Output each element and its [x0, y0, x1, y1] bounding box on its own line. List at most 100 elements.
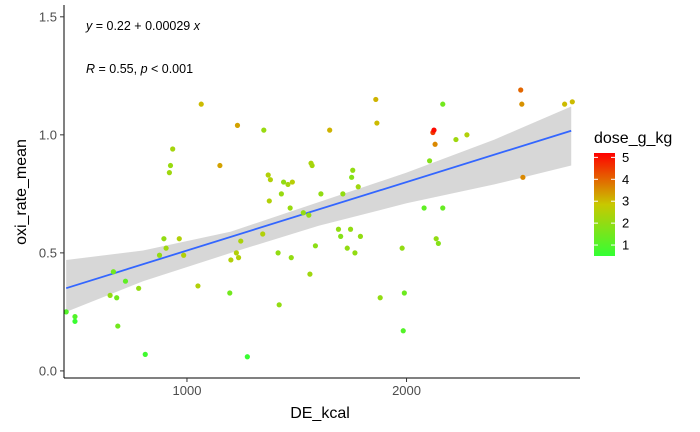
data-point	[276, 302, 282, 308]
x-axis-title: DE_kcal	[290, 405, 350, 422]
data-point	[350, 167, 356, 173]
data-point	[338, 233, 344, 239]
data-point	[176, 236, 182, 242]
data-point	[167, 162, 174, 169]
data-point	[421, 205, 427, 211]
data-point	[244, 354, 250, 360]
data-point	[519, 101, 525, 107]
data-point	[72, 314, 78, 320]
data-point	[267, 177, 273, 183]
data-point	[374, 120, 380, 126]
data-point	[401, 290, 407, 296]
data-point	[238, 238, 244, 244]
data-point	[431, 127, 437, 133]
data-point	[136, 285, 142, 291]
data-point	[114, 295, 120, 301]
x-tick-label: 1000	[173, 383, 202, 398]
data-point	[156, 252, 163, 258]
y-tick-label: 0.5	[39, 245, 57, 260]
data-point	[569, 99, 575, 105]
legend-tick-label: 4	[622, 172, 629, 187]
data-point	[518, 87, 524, 93]
data-point	[166, 170, 172, 176]
legend-tick-label: 3	[622, 194, 629, 209]
data-point	[161, 236, 167, 242]
data-point	[432, 141, 438, 147]
data-point	[400, 328, 406, 334]
data-point	[440, 205, 446, 211]
data-point	[309, 162, 315, 169]
axes	[63, 5, 580, 379]
data-point	[181, 252, 187, 258]
data-point	[440, 101, 446, 107]
data-point	[464, 132, 470, 138]
data-point	[349, 174, 355, 180]
data-point	[377, 295, 383, 301]
data-point	[195, 283, 201, 289]
equation-annotation: y = 0.22 + 0.00029 x	[85, 19, 201, 33]
regression-line	[65, 129, 572, 290]
data-point	[266, 198, 272, 204]
y-tick-label: 0.0	[39, 363, 57, 378]
legend-tick-label: 5	[622, 150, 629, 165]
color-legend: dose_g_kg 1 2 3 4 5	[594, 130, 672, 256]
data-point	[307, 271, 313, 277]
data-point	[170, 146, 176, 152]
legend-ticks: 1 2 3 4 5	[594, 150, 629, 253]
y-axis-title: oxi_rate_mean	[13, 139, 30, 245]
data-point	[287, 205, 293, 211]
data-point	[352, 250, 358, 256]
data-point	[235, 255, 242, 261]
data-point	[217, 162, 223, 169]
legend-title: dose_g_kg	[594, 130, 672, 147]
legend-colorbar	[594, 153, 615, 256]
data-point	[234, 122, 241, 128]
legend-tick-label: 2	[622, 216, 629, 231]
data-point	[233, 250, 239, 256]
data-point	[227, 290, 233, 296]
data-point	[426, 158, 433, 164]
data-point	[562, 101, 568, 107]
data-point	[344, 245, 350, 251]
data-point	[347, 226, 354, 232]
data-point	[198, 101, 204, 107]
correlation-annotation: R = 0.55, p < 0.001	[86, 62, 193, 76]
data-point	[142, 351, 148, 357]
legend-tick-label: 1	[622, 238, 629, 253]
data-point	[340, 191, 346, 197]
data-point	[72, 318, 78, 324]
plot-area	[63, 87, 575, 360]
data-point	[300, 210, 306, 216]
data-point	[107, 292, 113, 298]
data-point	[285, 181, 291, 188]
data-point	[312, 243, 319, 249]
data-point	[265, 172, 271, 178]
data-point	[110, 269, 117, 275]
data-point	[63, 309, 69, 315]
data-point	[275, 250, 281, 256]
data-point	[373, 96, 379, 103]
data-point	[289, 179, 295, 185]
data-point	[260, 231, 266, 237]
data-point	[327, 127, 333, 133]
data-point	[399, 245, 405, 251]
data-point	[318, 191, 324, 197]
data-point	[228, 257, 234, 263]
y-tick-label: 1.5	[39, 9, 57, 24]
data-point	[163, 245, 169, 251]
data-point	[357, 233, 364, 239]
data-point	[435, 240, 441, 247]
y-tick-label: 1.0	[39, 127, 57, 142]
data-point	[261, 127, 267, 133]
ticks: 1000 2000 0.0 0.5 1.0 1.5	[39, 9, 421, 398]
data-point	[520, 174, 526, 180]
data-point	[115, 323, 121, 329]
data-point	[306, 212, 312, 218]
data-point	[453, 136, 459, 143]
data-point	[433, 236, 439, 242]
data-point	[280, 179, 287, 185]
data-point	[335, 226, 342, 232]
data-point	[355, 184, 361, 190]
